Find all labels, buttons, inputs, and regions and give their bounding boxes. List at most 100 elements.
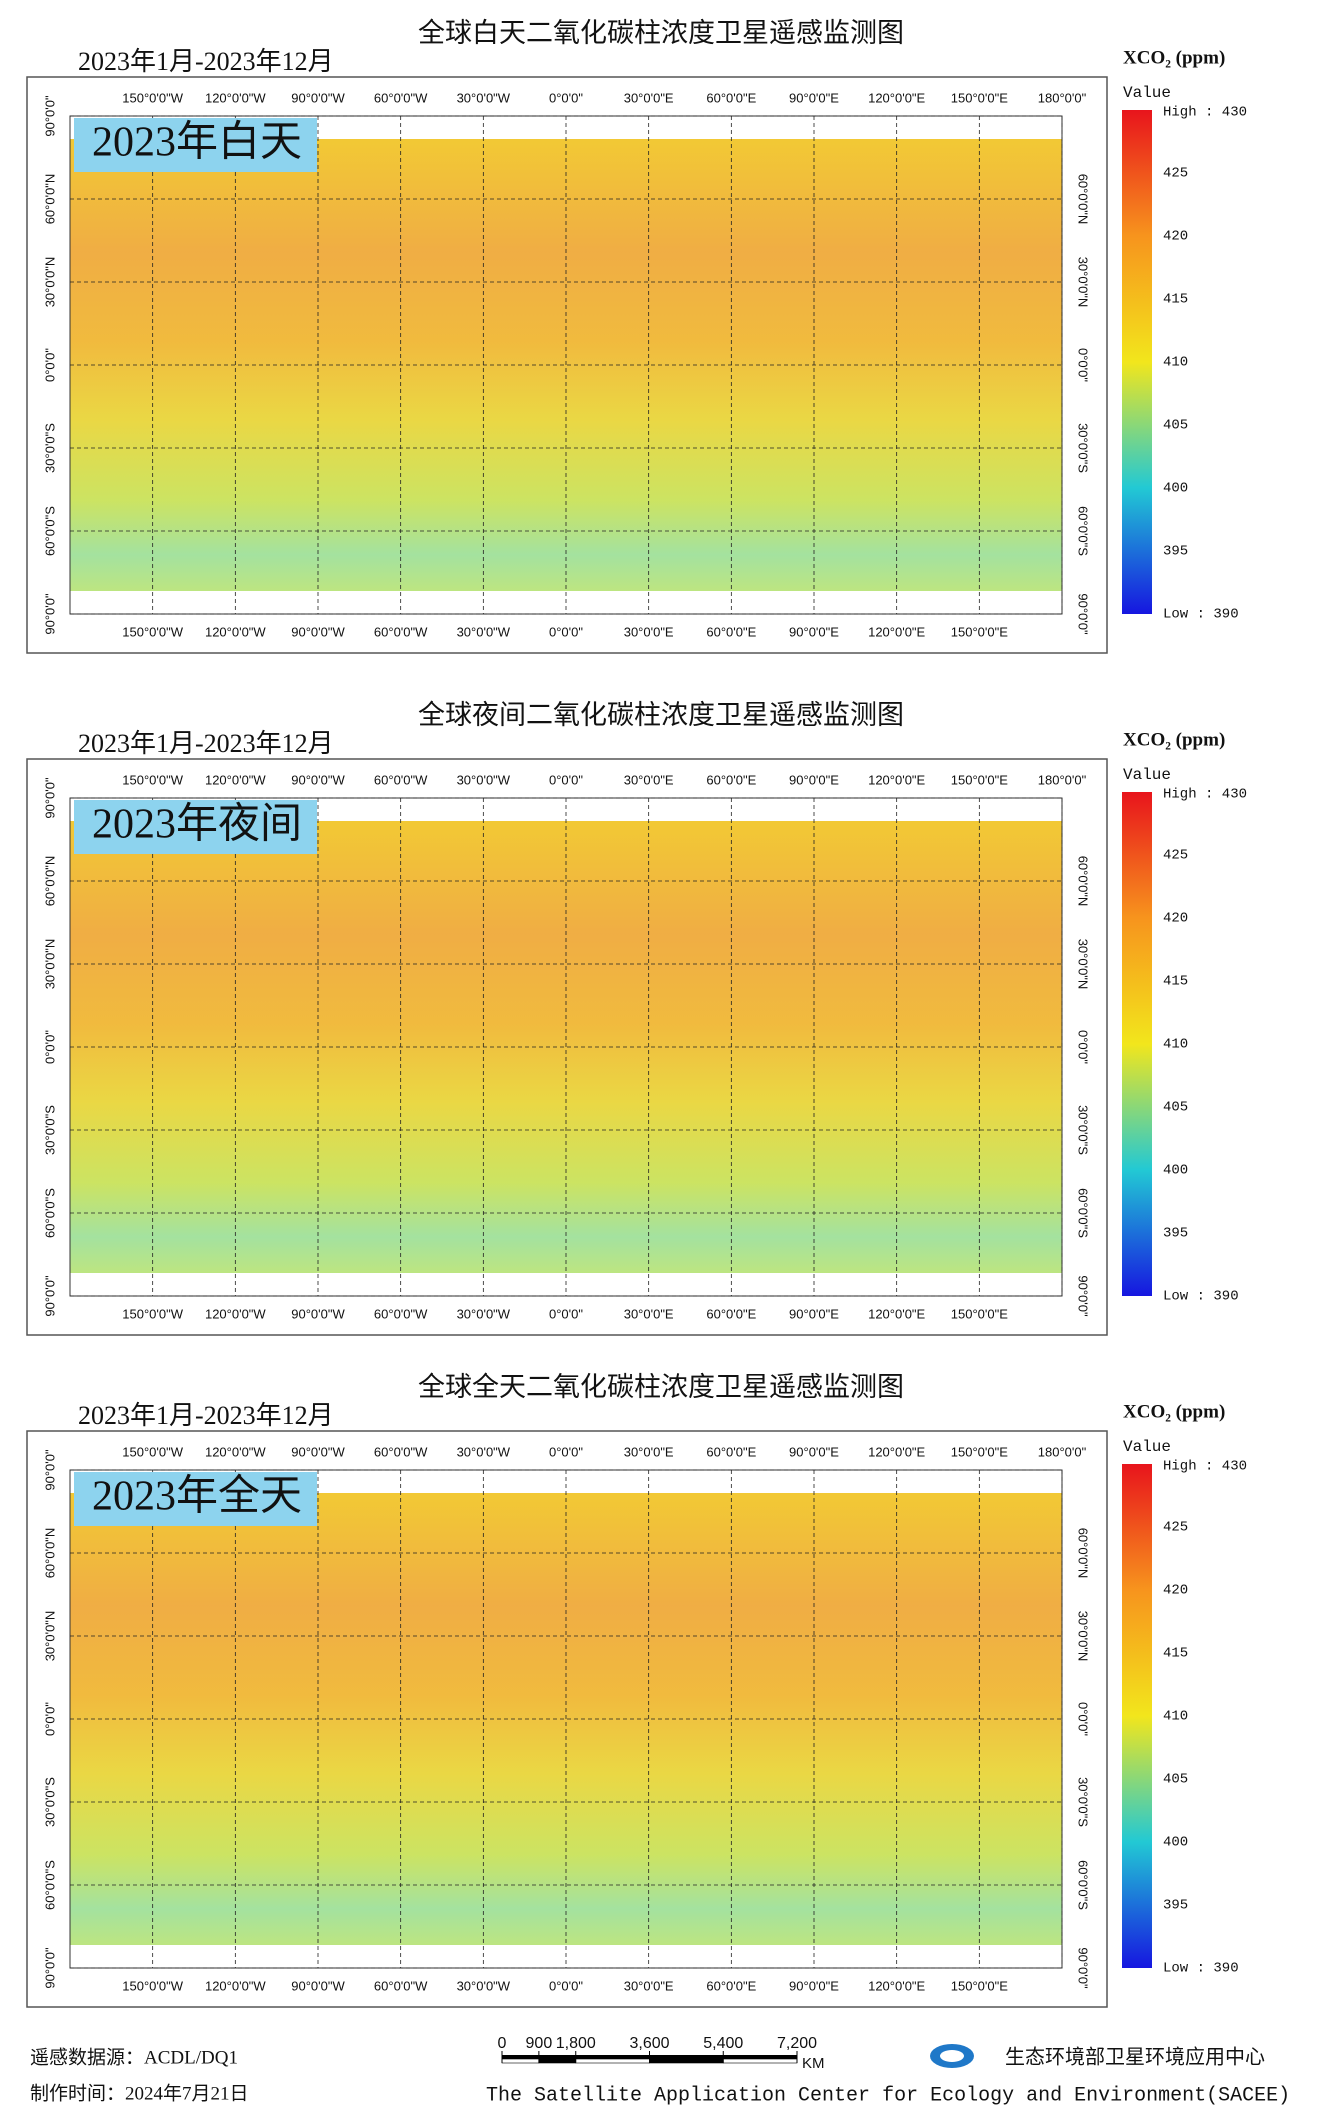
legend-tick-label: 410 (1163, 355, 1188, 371)
lon-tick-label: 90°0'0"E (789, 624, 839, 639)
lon-tick-label: 150°0'0"W (122, 90, 183, 105)
lon-tick-label: 120°0'0"W (205, 90, 266, 105)
lat-tick-label: 30°0'0"S (1076, 1105, 1091, 1155)
lat-tick-label: 90°0'0" (42, 1449, 57, 1491)
legend-tick-label: 420 (1163, 229, 1188, 245)
legend-field: Value (1123, 1438, 1171, 1456)
lat-tick-label: 30°0'0"N (1076, 257, 1091, 308)
footer: 遥感数据源：ACDL/DQ1 制作时间：2024年7月21日 生态环境部卫星环境… (30, 2035, 1290, 2107)
legend-tick-label: 400 (1163, 1163, 1188, 1179)
panel: 全球全天二氧化碳柱浓度卫星遥感监测图 2023年1月-2023年12月 150°0'… (26, 1372, 1247, 2008)
lat-tick-label: 60°0'0"S (42, 1860, 57, 1910)
scale-segment (649, 2058, 724, 2064)
legend-title: XCO₂ (ppm) (1123, 1401, 1225, 1422)
lat-tick-label: 90°0'0" (42, 777, 57, 819)
data-source: 遥感数据源：ACDL/DQ1 (30, 2046, 238, 2068)
lon-tick-label: 30°0'0"E (624, 624, 674, 639)
panel-title: 全球夜间二氧化碳柱浓度卫星遥感监测图 (418, 700, 904, 730)
lat-tick-label: 60°0'0"S (1076, 1860, 1091, 1910)
scale-label: 1,800 (556, 2035, 596, 2052)
legend-tick-label: 410 (1163, 1037, 1188, 1053)
lat-tick-label: 30°0'0"N (1076, 939, 1091, 990)
lat-tick-label: 30°0'0"N (42, 1611, 57, 1662)
lat-tick-label: 30°0'0"S (42, 423, 57, 473)
scale-segment (575, 2058, 650, 2064)
scale-segment (502, 2055, 539, 2059)
lon-tick-label: 90°0'0"E (789, 1306, 839, 1321)
legend-tick-label: 420 (1163, 1583, 1188, 1599)
lon-tick-label: 30°0'0"W (457, 624, 511, 639)
legend-tick-label: 405 (1163, 1772, 1188, 1788)
lon-tick-label: 120°0'0"W (205, 772, 266, 787)
lon-tick-label: 30°0'0"E (624, 1306, 674, 1321)
scale-label: 5,400 (703, 2035, 743, 2052)
panel: 全球夜间二氧化碳柱浓度卫星遥感监测图 2023年1月-2023年12月 150°0'… (26, 700, 1247, 1336)
scale-label: 3,600 (629, 2035, 669, 2052)
lon-tick-label: 30°0'0"W (457, 1444, 511, 1459)
panel-title: 全球全天二氧化碳柱浓度卫星遥感监测图 (418, 1372, 904, 1402)
label-box (74, 800, 317, 854)
legend-field: Value (1123, 84, 1171, 102)
lon-tick-label: 120°0'0"E (868, 624, 925, 639)
lon-tick-label: 30°0'0"W (457, 772, 511, 787)
colorbar (1122, 1464, 1152, 1968)
legend-low: Low : 390 (1163, 1961, 1239, 1977)
lon-tick-label: 90°0'0"E (789, 1444, 839, 1459)
lat-tick-label: 60°0'0"S (42, 506, 57, 556)
lon-tick-label: 0°0'0" (549, 90, 583, 105)
lon-tick-label: 120°0'0"W (205, 1306, 266, 1321)
legend-tick-label: 420 (1163, 911, 1188, 927)
lon-tick-label: 30°0'0"W (457, 90, 511, 105)
legend-tick-label: 415 (1163, 1646, 1188, 1662)
legend-low: Low : 390 (1163, 607, 1239, 623)
lon-tick-label: 150°0'0"E (951, 90, 1008, 105)
period: 2023年1月-2023年12月 (78, 729, 334, 758)
lat-tick-label: 30°0'0"S (42, 1777, 57, 1827)
lat-tick-label: 30°0'0"S (1076, 423, 1091, 473)
lon-tick-label: 120°0'0"W (205, 1978, 266, 1993)
lon-tick-label: 90°0'0"W (291, 1306, 345, 1321)
legend-low: Low : 390 (1163, 1289, 1239, 1305)
legend-high: High : 430 (1163, 787, 1247, 803)
scale-segment (722, 2058, 798, 2064)
panel-label: 2023年白天 (92, 119, 302, 166)
lon-tick-label: 150°0'0"W (122, 1978, 183, 1993)
legend-field: Value (1123, 766, 1171, 784)
lat-tick-label: 0°0'0" (1076, 348, 1091, 382)
legend-tick-label: 395 (1163, 544, 1188, 560)
lat-tick-label: 30°0'0"N (42, 939, 57, 990)
legend-title: XCO₂ (ppm) (1123, 47, 1225, 68)
legend-tick-label: 400 (1163, 1835, 1188, 1851)
panel: 全球白天二氧化碳柱浓度卫星遥感监测图 2023年1月-2023年12月 150°0'… (26, 18, 1247, 654)
lon-tick-label: 150°0'0"E (951, 624, 1008, 639)
org-en: The Satellite Application Center for Eco… (486, 2084, 1290, 2107)
legend-high: High : 430 (1163, 1459, 1247, 1475)
lon-tick-label: 90°0'0"W (291, 624, 345, 639)
lat-tick-label: 90°0'0" (42, 95, 57, 137)
lon-tick-label: 60°0'0"E (706, 624, 756, 639)
scale-label: 0 (498, 2035, 507, 2052)
scale-unit: KM (802, 2055, 825, 2072)
lat-tick-label: 90°0'0" (42, 593, 57, 635)
scale-segment (538, 2055, 576, 2059)
lon-tick-label: 180°0'0" (1038, 90, 1087, 105)
scale-segment (723, 2055, 797, 2059)
lat-tick-label: 60°0'0"N (42, 174, 57, 225)
lon-tick-label: 60°0'0"W (374, 1978, 428, 1993)
panel-label: 2023年夜间 (92, 801, 302, 848)
colorbar (1122, 792, 1152, 1296)
lon-tick-label: 120°0'0"E (868, 772, 925, 787)
lon-tick-label: 30°0'0"E (624, 1444, 674, 1459)
lon-tick-label: 120°0'0"E (868, 1444, 925, 1459)
label-box (74, 1472, 317, 1526)
lon-tick-label: 60°0'0"W (374, 624, 428, 639)
lat-tick-label: 90°0'0" (42, 1947, 57, 1989)
panel-title: 全球白天二氧化碳柱浓度卫星遥感监测图 (418, 18, 904, 48)
lon-tick-label: 90°0'0"E (789, 1978, 839, 1993)
lon-tick-label: 90°0'0"E (789, 90, 839, 105)
lon-tick-label: 30°0'0"W (457, 1306, 511, 1321)
lat-tick-label: 0°0'0" (1076, 1702, 1091, 1736)
lon-tick-label: 60°0'0"E (706, 1978, 756, 1993)
period: 2023年1月-2023年12月 (78, 1401, 334, 1430)
